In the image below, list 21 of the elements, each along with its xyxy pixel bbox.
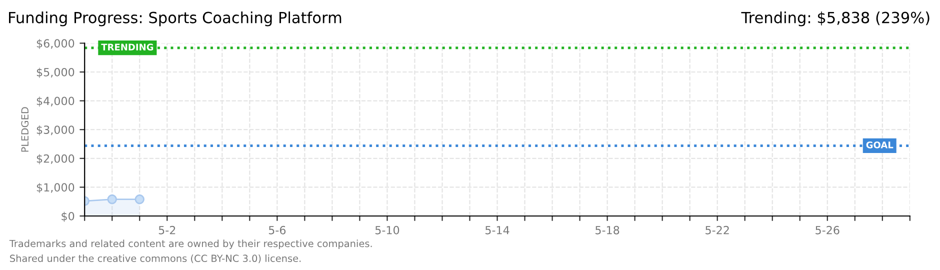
y-tick-label: $6,000: [36, 38, 74, 50]
y-tick-label: $5,000: [36, 68, 74, 78]
text: Shared under the creative commons (CC BY-NC 3.0) license.: [10, 254, 301, 264]
y-tick-label: $0: [62, 212, 74, 222]
y-tick-label: $1,000: [36, 182, 74, 194]
chart-title: Funding Progress: Sports Coaching Platform: [9, 12, 342, 26]
y-axis-title: PLEDGED: [21, 107, 29, 152]
y-tick-label: $2,000: [36, 154, 74, 164]
x-tick-label: 5-22: [706, 226, 729, 234]
y-tick-label: $3,000: [36, 125, 74, 136]
x-tick-label: 5-2: [158, 226, 176, 234]
x-tick-label: 5-18: [596, 226, 620, 234]
text: Trademarks and related content are owned by their respective companies.: [9, 240, 372, 250]
x-tick-label: 5-10: [375, 226, 400, 234]
x-tick-label: 5-14: [486, 226, 510, 234]
ref-line-label: TRENDING: [101, 44, 154, 50]
x-tick-label: 5-26: [816, 226, 840, 234]
ref-line-label: GOAL: [866, 142, 894, 148]
chart-subtitle: Trending: $5,838 (239%): [741, 12, 930, 26]
y-tick-label: $4,000: [36, 96, 74, 107]
x-tick-label: 5-6: [268, 226, 286, 234]
